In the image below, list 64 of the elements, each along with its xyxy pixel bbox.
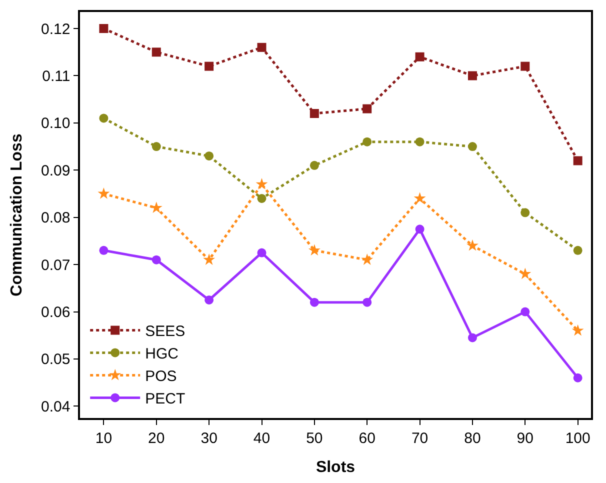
legend-label: SEES bbox=[145, 323, 186, 340]
x-tick-label: 20 bbox=[148, 430, 165, 447]
point bbox=[152, 255, 161, 264]
y-tick-label: 0.12 bbox=[41, 20, 70, 38]
point bbox=[203, 254, 216, 265]
y-axis-title: Communication Loss bbox=[8, 134, 26, 296]
point bbox=[573, 246, 582, 255]
legend-label: HGC bbox=[145, 346, 179, 363]
y-tick-label: 0.11 bbox=[42, 68, 70, 85]
point bbox=[99, 114, 108, 123]
y-tick-label: 0.04 bbox=[41, 398, 70, 416]
point bbox=[257, 194, 266, 203]
point bbox=[519, 268, 532, 280]
y-tick-label: 0.08 bbox=[41, 210, 70, 227]
point bbox=[256, 178, 268, 190]
point bbox=[573, 156, 582, 166]
point bbox=[204, 295, 214, 304]
x-tick-label: 10 bbox=[95, 430, 112, 447]
x-tick-label: 30 bbox=[200, 430, 218, 447]
y-tick-label: 0.05 bbox=[41, 351, 70, 368]
point bbox=[468, 142, 477, 152]
point bbox=[99, 246, 108, 255]
point bbox=[310, 160, 319, 170]
x-axis-title: Slots bbox=[316, 458, 356, 476]
point bbox=[572, 324, 584, 336]
point bbox=[204, 151, 214, 160]
point bbox=[98, 187, 110, 199]
point bbox=[310, 298, 319, 307]
point bbox=[310, 109, 319, 118]
point bbox=[573, 373, 582, 382]
point bbox=[257, 248, 266, 258]
point bbox=[415, 137, 424, 146]
x-tick-label: 90 bbox=[516, 430, 534, 447]
y-tick-label: 0.09 bbox=[41, 162, 70, 180]
point bbox=[414, 192, 426, 204]
point bbox=[99, 24, 108, 34]
y-tick-label: 0.06 bbox=[41, 304, 70, 322]
point bbox=[362, 104, 372, 114]
point bbox=[415, 224, 424, 234]
point bbox=[361, 254, 374, 265]
point bbox=[468, 71, 477, 80]
point bbox=[308, 244, 320, 256]
x-tick-label: 100 bbox=[565, 430, 590, 447]
point bbox=[362, 298, 372, 307]
point bbox=[152, 142, 161, 152]
point bbox=[152, 48, 161, 57]
point bbox=[468, 333, 477, 342]
legend-label: PECT bbox=[145, 390, 186, 408]
point bbox=[362, 137, 372, 146]
point bbox=[520, 62, 530, 71]
x-tick-label: 40 bbox=[253, 430, 270, 447]
point bbox=[466, 239, 478, 251]
x-tick-label: 70 bbox=[411, 430, 428, 447]
point bbox=[204, 62, 214, 71]
legend-label: POS bbox=[145, 368, 177, 386]
point bbox=[415, 52, 424, 62]
x-tick-label: 50 bbox=[306, 430, 323, 447]
y-tick-label: 0.07 bbox=[41, 256, 70, 274]
point bbox=[520, 307, 530, 316]
y-tick-label: 0.10 bbox=[41, 115, 70, 132]
x-tick-label: 60 bbox=[358, 430, 376, 447]
point bbox=[520, 208, 530, 218]
x-tick-label: 80 bbox=[464, 430, 481, 447]
point bbox=[257, 42, 266, 52]
